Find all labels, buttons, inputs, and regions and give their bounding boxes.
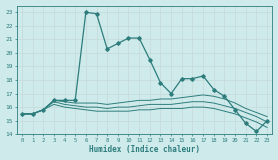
X-axis label: Humidex (Indice chaleur): Humidex (Indice chaleur) (89, 145, 200, 154)
